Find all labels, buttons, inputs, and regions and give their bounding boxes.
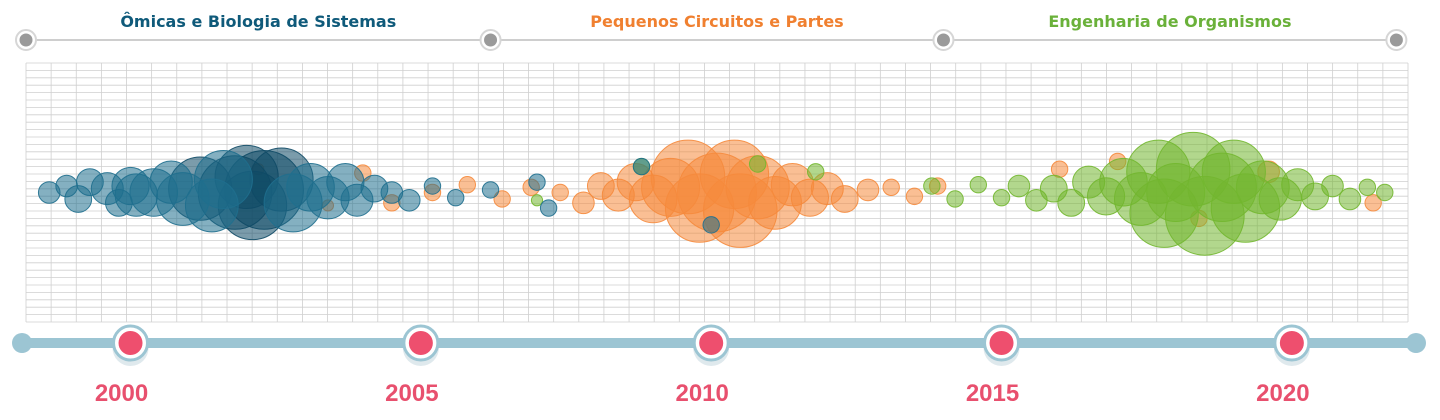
timeline-end-cap bbox=[12, 333, 32, 353]
era-title: Engenharia de Organismos bbox=[1048, 12, 1291, 31]
omics-bubble bbox=[75, 168, 104, 197]
omics-bubble bbox=[632, 157, 651, 176]
era-node bbox=[1389, 33, 1403, 47]
organisms-bubble bbox=[992, 188, 1011, 207]
year-marker[interactable] bbox=[408, 331, 433, 355]
year-label: 2015 bbox=[966, 380, 1019, 407]
omics-bubble bbox=[539, 199, 558, 217]
timeline-end-cap bbox=[1406, 333, 1426, 353]
era-title: Pequenos Circuitos e Partes bbox=[590, 12, 843, 31]
omics-bubble bbox=[55, 174, 78, 198]
era-node bbox=[484, 33, 498, 47]
organisms-bubble bbox=[1376, 183, 1394, 202]
organisms-bubble bbox=[807, 163, 825, 181]
organisms-bubble bbox=[1057, 188, 1086, 217]
circuits-bubble bbox=[1364, 194, 1382, 212]
circuits-bubble bbox=[586, 172, 615, 200]
organisms-bubble bbox=[1358, 178, 1377, 197]
circuits-bubble bbox=[572, 191, 595, 215]
year-label: 2005 bbox=[385, 380, 438, 407]
omics-bubble bbox=[184, 178, 239, 233]
organisms-bubble bbox=[530, 194, 544, 207]
circuits-bubble bbox=[905, 187, 924, 206]
omics-bubble bbox=[702, 216, 720, 234]
circuits-bubble bbox=[458, 176, 477, 194]
omics-bubble bbox=[528, 173, 546, 191]
circuits-bubble bbox=[856, 178, 880, 202]
year-marker[interactable] bbox=[1279, 331, 1304, 355]
omics-bubble bbox=[446, 188, 465, 207]
year-label: 2000 bbox=[95, 380, 148, 407]
bubble-layer bbox=[37, 131, 1394, 256]
circuits-bubble bbox=[830, 185, 859, 213]
organisms-bubble bbox=[1007, 174, 1031, 198]
organisms-bubble bbox=[1321, 174, 1344, 198]
organisms-bubble bbox=[946, 190, 964, 208]
year-marker[interactable] bbox=[118, 331, 143, 355]
era-node bbox=[936, 33, 950, 47]
omics-bubble bbox=[423, 177, 442, 195]
omics-bubble bbox=[397, 188, 421, 212]
organisms-bubble bbox=[969, 176, 988, 194]
timeline-axis: 2000 2005 2010 2015 2020 bbox=[12, 324, 1426, 407]
era-header: Ômicas e Biologia de Sistemas Pequenos Ci… bbox=[15, 12, 1408, 51]
organisms-bubble bbox=[1338, 187, 1362, 211]
era-node bbox=[19, 33, 33, 47]
circuits-bubble bbox=[882, 178, 900, 197]
omics-bubble bbox=[481, 181, 500, 199]
year-label: 2020 bbox=[1256, 380, 1309, 407]
year-label: 2010 bbox=[675, 380, 728, 407]
organisms-bubble bbox=[923, 177, 941, 195]
organisms-bubble bbox=[748, 155, 767, 173]
era-title: Ômicas e Biologia de Sistemas bbox=[120, 12, 396, 31]
organisms-bubble bbox=[1025, 188, 1048, 212]
year-marker[interactable] bbox=[699, 331, 724, 355]
organisms-bubble bbox=[1072, 165, 1106, 199]
circuits-bubble bbox=[493, 190, 511, 208]
omics-bubble bbox=[105, 188, 133, 217]
year-marker[interactable] bbox=[989, 331, 1014, 355]
circuits-bubble bbox=[551, 183, 569, 202]
omics-bubble bbox=[149, 160, 193, 204]
